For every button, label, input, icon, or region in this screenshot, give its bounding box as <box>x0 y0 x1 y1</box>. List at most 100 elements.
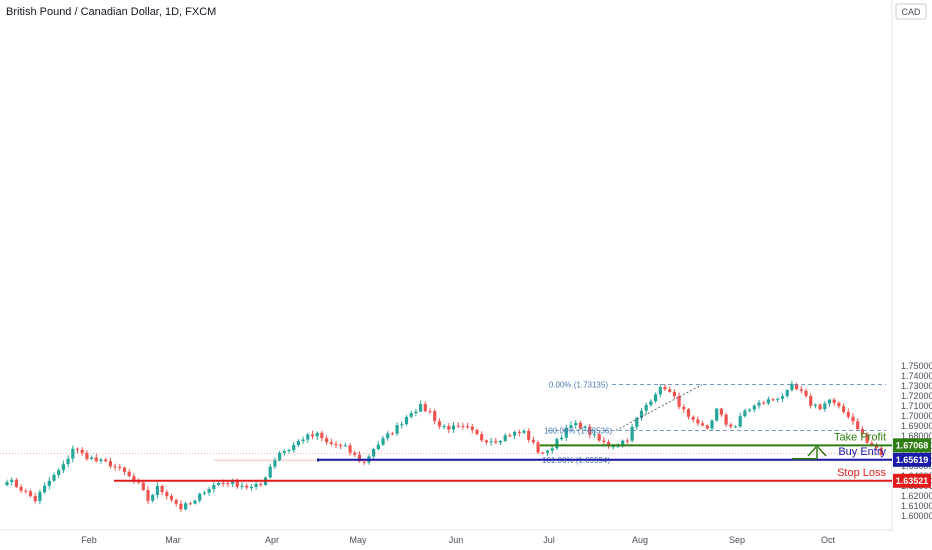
candle-body <box>10 479 14 482</box>
candle-body <box>649 401 653 406</box>
candle-body <box>198 493 202 501</box>
candle-body <box>658 386 662 395</box>
candle-body <box>254 483 258 488</box>
y-tick-label: 1.70000 <box>901 411 932 421</box>
candle-body <box>141 482 145 491</box>
fib-trend-line <box>615 384 703 431</box>
candle-body <box>776 398 780 400</box>
candle-body <box>386 433 390 439</box>
candle-body <box>447 426 451 430</box>
candle-body <box>165 492 169 497</box>
candle-body <box>804 390 808 396</box>
candle-body <box>320 432 324 439</box>
candle-body <box>757 402 761 406</box>
candle-body <box>409 413 413 417</box>
candle-body <box>522 430 526 433</box>
candle-body <box>607 441 611 447</box>
candle-body <box>461 426 465 428</box>
x-tick-label: Feb <box>81 535 97 545</box>
candle-body <box>174 499 178 504</box>
candle-body <box>846 412 850 417</box>
candle-body <box>193 500 197 504</box>
x-tick-label: Jul <box>543 535 555 545</box>
candle-body <box>43 485 47 493</box>
level-price-label: 1.67068 <box>896 440 929 450</box>
candle-body <box>334 443 338 445</box>
currency-label: CAD <box>901 7 921 17</box>
candle-body <box>245 485 249 488</box>
candle-body <box>372 449 376 457</box>
candle-body <box>325 438 329 443</box>
fib-level-label: 0.00% (1.73135) <box>549 381 608 390</box>
candle-body <box>66 458 70 465</box>
candle-body <box>235 480 239 487</box>
candle-body <box>494 441 498 443</box>
candle-body <box>545 450 550 453</box>
candle-body <box>818 404 822 410</box>
candle-body <box>536 442 540 453</box>
candle-body <box>357 454 362 462</box>
candle-body <box>813 404 817 406</box>
candle-body <box>748 409 752 411</box>
candle-body <box>860 429 864 435</box>
candle-body <box>442 426 446 428</box>
candle-body <box>710 420 714 429</box>
candle-body <box>719 408 723 415</box>
x-tick-label: Apr <box>265 535 279 545</box>
candle-body <box>625 440 629 442</box>
x-tick-label: Sep <box>729 535 745 545</box>
candle-body <box>771 399 775 401</box>
level-name: Buy Entry <box>838 446 886 458</box>
candle-body <box>57 470 61 475</box>
candle-body <box>837 402 841 407</box>
candle-body <box>480 434 484 441</box>
candle-body <box>90 457 94 460</box>
candle-body <box>842 406 846 413</box>
candle-body <box>550 448 554 451</box>
candle-body <box>578 422 582 428</box>
candle-body <box>419 404 423 412</box>
candle-body <box>583 426 587 428</box>
candle-body <box>146 490 150 501</box>
candle-body <box>207 489 211 493</box>
candle-body <box>437 421 441 427</box>
candle-body <box>498 440 503 443</box>
candle-body <box>762 402 766 404</box>
candle-body <box>691 416 695 420</box>
candle-body <box>24 490 28 492</box>
candle-body <box>85 452 89 460</box>
candle-body <box>879 447 883 455</box>
candle-body <box>19 486 23 491</box>
candle-body <box>715 408 719 421</box>
candle-body <box>376 444 380 450</box>
candle-body <box>555 439 559 449</box>
candle-body <box>790 384 794 391</box>
candle-body <box>602 440 606 442</box>
candle-body <box>874 445 879 448</box>
candle-body <box>348 445 352 453</box>
candle-body <box>696 419 700 424</box>
x-tick-label: Jun <box>449 535 464 545</box>
candle-body <box>151 494 155 501</box>
candle-body <box>592 434 597 436</box>
candle-body <box>306 434 310 440</box>
candle-body <box>127 471 131 477</box>
candle-body <box>541 452 545 454</box>
candle-body <box>588 426 592 435</box>
candle-body <box>701 423 705 426</box>
candle-body <box>221 482 225 484</box>
level-price-label: 1.63521 <box>896 476 929 486</box>
candle-body <box>278 452 282 461</box>
y-tick-label: 1.73000 <box>901 381 932 391</box>
candle-body <box>226 482 230 484</box>
candle-body <box>381 438 385 445</box>
candle-body <box>569 425 573 428</box>
candle-body <box>564 427 568 438</box>
candle-body <box>597 434 601 441</box>
candle-body <box>282 450 286 453</box>
candle-body <box>795 384 799 390</box>
candle-body <box>827 399 832 404</box>
candle-body <box>752 405 756 410</box>
